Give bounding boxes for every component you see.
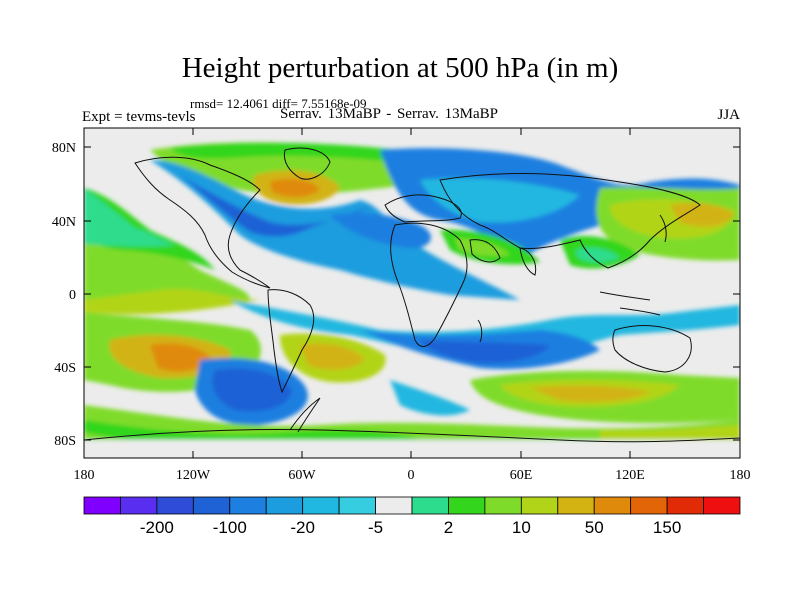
colorbar-label: 50 [585,518,604,537]
colorbar-swatch [266,497,302,514]
lon-tick-label: 180 [74,468,95,483]
colorbar-swatch [157,497,193,514]
colorbar-swatch [303,497,339,514]
colorbar-label: -100 [213,518,247,537]
lon-tick-label: 60W [288,468,316,483]
lat-tick-label: 80S [54,434,76,449]
colorbar-swatch [120,497,156,514]
colorbar-label: 10 [512,518,531,537]
colorbar-swatch [339,497,375,514]
colorbar-swatch [631,497,667,514]
lat-tick-label: 80N [52,141,76,156]
colorbar-swatch [230,497,266,514]
lon-tick-label: 60E [510,468,533,483]
colorbar-label: 2 [444,518,453,537]
colorbar-swatch [558,497,594,514]
colorbar-label: 150 [653,518,681,537]
colorbar-swatch [704,497,740,514]
lon-tick-label: 180 [730,468,751,483]
lat-tick-label: 0 [69,288,76,303]
lon-tick-label: 120W [176,468,211,483]
colorbar-label: -20 [290,518,315,537]
colorbar-swatch [521,497,557,514]
lat-tick-label: 40N [52,215,76,230]
colorbar-labels: -200 -100 -20 -5 2 10 50 150 [140,518,681,537]
colorbar-swatch [667,497,703,514]
height-field [84,128,740,458]
lon-tick-label: 120E [615,468,645,483]
colorbar-label: -200 [140,518,174,537]
lat-tick-label: 40S [54,361,76,376]
colorbar-label: -5 [368,518,383,537]
colorbar-swatch [412,497,448,514]
colorbar [84,497,740,514]
map-figure: 80N 40N 0 40S 80S 180 120W 60W 0 60E 120E 180 -200… [0,0,800,600]
colorbar-swatch [485,497,521,514]
lon-tick-label: 0 [408,468,415,483]
colorbar-swatch [376,497,412,514]
colorbar-swatch [193,497,229,514]
colorbar-swatch [594,497,630,514]
colorbar-swatch [84,497,120,514]
colorbar-swatch [448,497,484,514]
